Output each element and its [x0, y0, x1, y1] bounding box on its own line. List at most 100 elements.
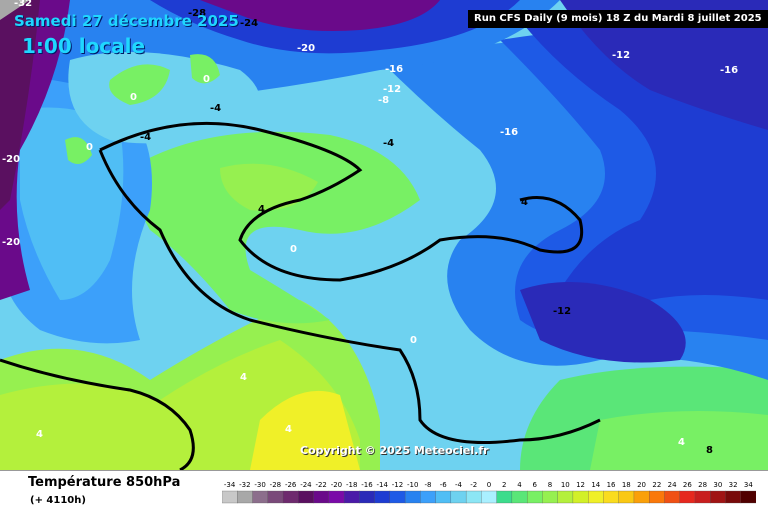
scale-tick-label: 10	[561, 481, 570, 489]
scale-tick-label: -4	[455, 481, 463, 489]
contour-label: 0	[410, 335, 417, 346]
color-swatch	[420, 490, 437, 504]
color-swatch	[343, 490, 360, 504]
color-swatch	[450, 490, 467, 504]
field-cyan-atlantic	[20, 107, 124, 300]
forecast-time: 1:00 locale	[22, 34, 146, 58]
contour-label: 8	[0, 0, 7, 3]
contour-label: -12	[383, 84, 401, 95]
scale-tick-label: 0	[487, 481, 491, 489]
scale-tick-label: 22	[652, 481, 661, 489]
contour-label: 4	[258, 204, 265, 215]
contour-label: 4	[240, 372, 247, 383]
scale-tick-label: 12	[576, 481, 585, 489]
contour-label: -16	[385, 64, 403, 75]
color-swatch	[740, 490, 756, 504]
color-swatch	[588, 490, 604, 504]
color-swatch	[511, 490, 528, 504]
scale-tick-label: -6	[440, 481, 448, 489]
contour-label: -20	[297, 43, 315, 54]
color-swatch	[222, 490, 238, 504]
contour-label: 0	[203, 74, 210, 85]
legend-title: Température 850hPa	[28, 475, 181, 490]
legend-footer: Température 850hPa (+ 4110h) -34 -32 -30 -2…	[0, 470, 768, 513]
field-lightgreen-se	[590, 411, 768, 470]
field-green-greenland-2	[190, 54, 220, 84]
field-indigo-central	[520, 282, 686, 363]
color-swatch	[572, 490, 589, 504]
color-swatch	[282, 490, 299, 504]
contour-label: 8	[706, 445, 713, 456]
scale-tick-label: -20	[331, 481, 342, 489]
color-swatch	[725, 490, 742, 504]
color-swatch	[679, 490, 696, 504]
field-grey-nw	[0, 0, 30, 20]
contour-label: -12	[612, 50, 630, 61]
scale-tick-label: -18	[346, 481, 357, 489]
scale-tick-label: 34	[744, 481, 753, 489]
scale-tick-label: 14	[591, 481, 600, 489]
scale-tick-label: 2	[502, 481, 506, 489]
contour-label: -12	[553, 306, 571, 317]
color-swatch	[252, 490, 269, 504]
color-swatch	[298, 490, 315, 504]
contour-label: -20	[2, 237, 20, 248]
color-swatch	[481, 490, 498, 504]
color-swatch	[633, 490, 650, 504]
color-scale: -34 -32 -30 -28 -26 -24 -22 -20 -18 -16 -14 -12 -10-…	[222, 481, 756, 504]
scale-tick-label: 32	[729, 481, 738, 489]
color-swatch	[389, 490, 406, 504]
scale-tick-label: -34	[224, 481, 236, 489]
contour-label: -4	[140, 132, 151, 143]
copyright-notice: Copyright © 2025 Meteociel.fr	[300, 444, 489, 457]
color-swatch	[526, 490, 543, 504]
scale-tick-label: 24	[668, 481, 677, 489]
scale-tick-label: 20	[637, 481, 646, 489]
field-green-greenland-3	[65, 137, 92, 164]
field-indigo-east	[560, 0, 768, 130]
color-swatch	[618, 490, 635, 504]
contour-label: -24	[240, 18, 258, 29]
isotherm-zero	[98, 121, 601, 444]
scale-tick-label: 8	[548, 481, 552, 489]
contour-label: 4	[36, 429, 43, 440]
temperature-map: -24-28-32-20-20-20-16-16-16-12-12-12-8-4…	[0, 0, 768, 470]
contour-label: 0	[86, 142, 93, 153]
field-darkpurple-west	[0, 0, 40, 210]
contour-label: 0	[130, 92, 137, 103]
color-swatch	[465, 490, 482, 504]
scale-tick-label: 4	[517, 481, 522, 489]
scale-tick-label: 26	[683, 481, 692, 489]
color-swatch	[664, 490, 681, 504]
scale-tick-label: -32	[239, 481, 250, 489]
field-yellow	[250, 390, 360, 470]
scale-tick-label: 16	[607, 481, 616, 489]
contour-label: 4	[285, 424, 292, 435]
color-swatch	[404, 490, 421, 504]
scale-tick-label: -26	[285, 481, 297, 489]
color-swatch	[359, 490, 376, 504]
legend-subtitle: (+ 4110h)	[30, 495, 86, 506]
color-swatch	[649, 490, 665, 504]
contour-label: -28	[188, 8, 206, 19]
contour-label: -16	[500, 127, 518, 138]
scale-tick-label: 6	[533, 481, 538, 489]
isotherm-zero-west	[0, 358, 195, 470]
contour-label: -16	[720, 65, 738, 76]
field-green-blob	[220, 163, 318, 211]
color-swatch	[237, 490, 253, 504]
scale-tick-label: 28	[698, 481, 707, 489]
contour-label: -20	[2, 154, 20, 165]
scale-tick-label: -10	[407, 481, 418, 489]
forecast-date: Samedi 27 décembre 2025	[14, 12, 239, 30]
scale-tick-label: -12	[392, 481, 403, 489]
scale-tick-label: -2	[470, 481, 477, 489]
scale-tick-label: -16	[361, 481, 373, 489]
scale-tick-label: 30	[713, 481, 722, 489]
contour-labels: -24-28-32-20-20-20-16-16-16-12-12-12-8-4…	[0, 0, 738, 456]
scale-tick-label: -30	[254, 481, 265, 489]
scale-tick-label: -22	[315, 481, 326, 489]
scale-tick-label: -28	[270, 481, 281, 489]
contour-label: -8	[378, 95, 389, 106]
